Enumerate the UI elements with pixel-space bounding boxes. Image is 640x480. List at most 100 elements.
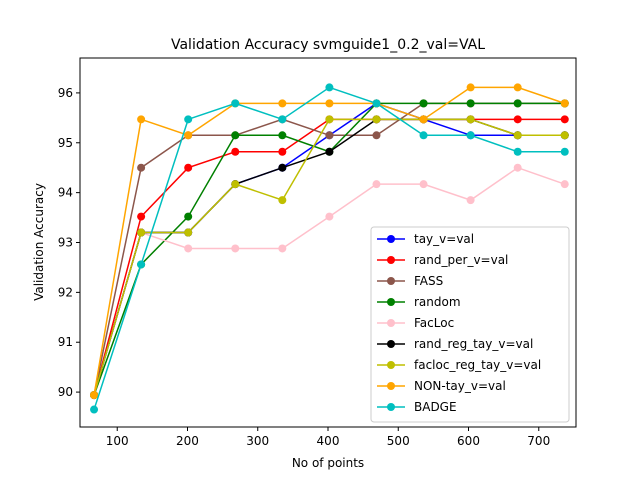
chart-title: Validation Accuracy svmguide1_0.2_val=VA… xyxy=(171,37,485,53)
data-point xyxy=(137,228,146,237)
y-tick-label: 93 xyxy=(58,236,73,250)
data-point xyxy=(560,180,569,189)
data-point xyxy=(278,131,287,140)
legend-item: rand_reg_tay_v=val xyxy=(377,337,533,351)
legend-box xyxy=(370,226,570,423)
data-point xyxy=(419,131,428,140)
data-point xyxy=(278,163,287,172)
y-tick-label: 95 xyxy=(58,136,73,150)
legend-item: rand_per_v=val xyxy=(377,253,508,267)
data-point xyxy=(372,131,381,140)
data-point xyxy=(278,99,287,108)
legend-label: facloc_reg_tay_v=val xyxy=(414,358,541,372)
data-point xyxy=(231,244,240,253)
legend-label: FASS xyxy=(414,274,443,288)
data-point xyxy=(278,147,287,156)
legend-marker xyxy=(387,319,395,327)
x-tick-label: 500 xyxy=(387,434,410,448)
x-tick-label: 100 xyxy=(106,434,129,448)
x-tick-label: 700 xyxy=(527,434,550,448)
data-point xyxy=(466,83,475,92)
data-point xyxy=(513,115,522,124)
legend-label: BADGE xyxy=(414,400,457,414)
legend-marker xyxy=(387,382,395,390)
legend-item: facloc_reg_tay_v=val xyxy=(377,358,541,372)
legend-marker xyxy=(387,235,395,243)
data-point xyxy=(325,99,334,108)
data-point xyxy=(137,163,146,172)
data-point xyxy=(137,212,146,221)
data-point xyxy=(466,196,475,205)
data-point xyxy=(231,180,240,189)
x-tick-label: 300 xyxy=(246,434,269,448)
x-tick-label: 400 xyxy=(317,434,340,448)
data-point xyxy=(325,115,334,124)
legend-item: FASS xyxy=(377,274,443,288)
legend-item: random xyxy=(377,295,461,309)
data-point xyxy=(466,131,475,140)
data-point xyxy=(231,131,240,140)
data-point xyxy=(513,147,522,156)
data-point xyxy=(278,196,287,205)
data-point xyxy=(513,83,522,92)
data-point xyxy=(372,115,381,124)
data-point xyxy=(560,99,569,108)
plot-lines xyxy=(90,83,569,414)
data-point xyxy=(137,115,146,124)
data-point xyxy=(231,147,240,156)
data-point xyxy=(513,163,522,172)
data-point xyxy=(90,405,99,414)
legend-marker xyxy=(387,298,395,306)
plot-frame xyxy=(79,57,577,428)
y-tick-label: 96 xyxy=(58,86,73,100)
series-facloc_reg_tay_v=val xyxy=(90,115,569,400)
x-axis-label: No of points xyxy=(292,456,364,470)
legend-item: FacLoc xyxy=(377,316,454,330)
legend-marker xyxy=(387,361,395,369)
legend-label: rand_per_v=val xyxy=(414,253,508,267)
x-tick-label: 200 xyxy=(176,434,199,448)
series-BADGE xyxy=(90,83,569,414)
data-point xyxy=(325,212,334,221)
data-point xyxy=(325,147,334,156)
data-point xyxy=(184,212,193,221)
data-point xyxy=(466,99,475,108)
legend-marker xyxy=(387,277,395,285)
legend-label: tay_v=val xyxy=(414,232,474,246)
legend-label: FacLoc xyxy=(414,316,454,330)
data-point xyxy=(278,115,287,124)
x-tick-label: 600 xyxy=(457,434,480,448)
data-point xyxy=(90,391,99,400)
data-point xyxy=(560,147,569,156)
data-point xyxy=(184,163,193,172)
data-point xyxy=(184,131,193,140)
data-point xyxy=(419,180,428,189)
data-point xyxy=(184,115,193,124)
x-axis-ticks: 100 200 300 400 500 600 700 xyxy=(106,427,550,448)
y-tick-label: 91 xyxy=(58,335,73,349)
data-point xyxy=(325,131,334,140)
data-point xyxy=(560,131,569,140)
data-point xyxy=(513,131,522,140)
data-point xyxy=(278,244,287,253)
data-point xyxy=(372,180,381,189)
legend-item: tay_v=val xyxy=(377,232,474,246)
data-point xyxy=(372,99,381,108)
legend-item: BADGE xyxy=(377,400,457,414)
data-point xyxy=(184,228,193,237)
legend-marker xyxy=(387,403,395,411)
legend-label: rand_reg_tay_v=val xyxy=(414,337,533,351)
data-point xyxy=(137,260,146,269)
legend-item: NON-tay_v=val xyxy=(377,379,506,393)
y-tick-label: 90 xyxy=(58,385,73,399)
legend-label: NON-tay_v=val xyxy=(414,379,506,393)
series-FacLoc xyxy=(90,163,569,400)
y-axis-ticks: 90 91 92 93 94 95 96 xyxy=(58,86,80,399)
data-point xyxy=(231,99,240,108)
data-point xyxy=(419,115,428,124)
legend-marker xyxy=(387,340,395,348)
legend-label: random xyxy=(414,295,461,309)
data-point xyxy=(325,83,334,92)
data-point xyxy=(466,115,475,124)
